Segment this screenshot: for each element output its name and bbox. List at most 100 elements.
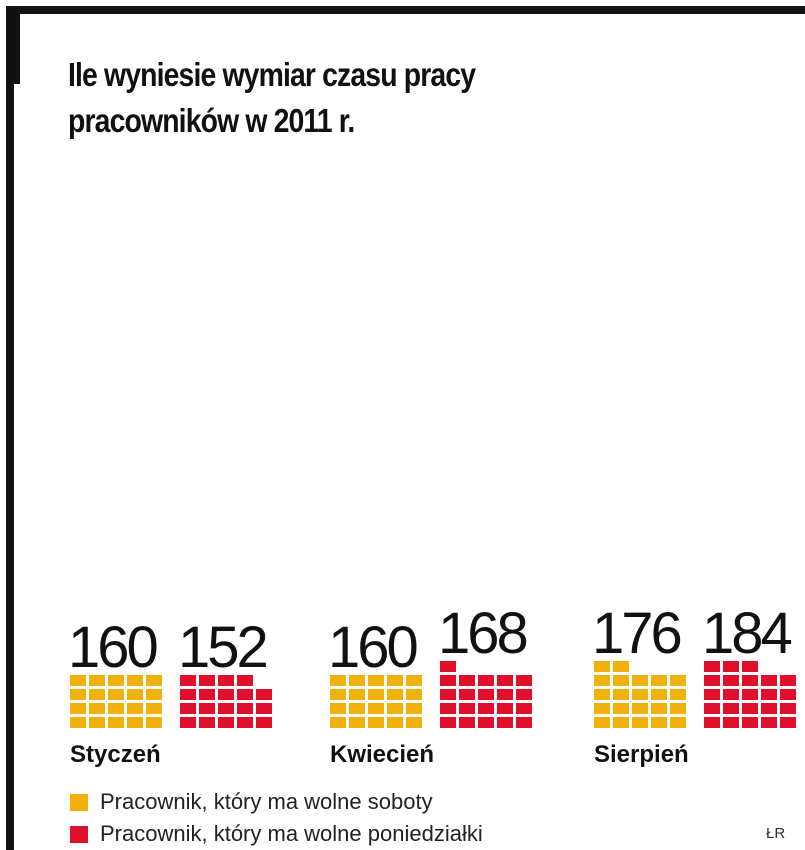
bar-block bbox=[256, 689, 272, 700]
bar-block bbox=[516, 703, 532, 714]
bar-block bbox=[613, 661, 629, 672]
bar-block bbox=[218, 703, 234, 714]
bar-block bbox=[613, 689, 629, 700]
bar-block bbox=[368, 717, 384, 728]
bar-block bbox=[651, 675, 667, 686]
frame-left-bar bbox=[6, 6, 14, 850]
bar-block bbox=[723, 675, 739, 686]
bar-block bbox=[478, 675, 494, 686]
bar-block bbox=[440, 717, 456, 728]
bar-block bbox=[780, 717, 796, 728]
bar-block bbox=[459, 689, 475, 700]
bar-block bbox=[670, 689, 686, 700]
bar-block bbox=[594, 675, 610, 686]
bar-block bbox=[497, 675, 513, 686]
bar-block bbox=[613, 703, 629, 714]
bar-block bbox=[146, 717, 162, 728]
bar-block bbox=[180, 717, 196, 728]
bar-block bbox=[256, 717, 272, 728]
value-label: 160 bbox=[68, 615, 157, 680]
bar-block bbox=[742, 675, 758, 686]
bar-block bbox=[237, 689, 253, 700]
bar-block bbox=[651, 717, 667, 728]
bar-block bbox=[613, 675, 629, 686]
bar-block bbox=[594, 717, 610, 728]
bar-block bbox=[70, 703, 86, 714]
bar-block bbox=[146, 675, 162, 686]
bar-block bbox=[459, 675, 475, 686]
bar-block bbox=[70, 717, 86, 728]
legend-swatch-saturdays bbox=[70, 793, 88, 811]
bar-block bbox=[780, 689, 796, 700]
bar-block bbox=[108, 717, 124, 728]
legend-item-saturdays: Pracownik, który ma wolne soboty bbox=[70, 787, 433, 817]
bar-block bbox=[742, 689, 758, 700]
bar-block bbox=[670, 675, 686, 686]
bar-block bbox=[127, 717, 143, 728]
bar-block bbox=[406, 689, 422, 700]
bar-block bbox=[89, 717, 105, 728]
legend-item-mondays: Pracownik, który ma wolne poniedziałki bbox=[70, 819, 483, 849]
bar-block bbox=[108, 675, 124, 686]
bar-block bbox=[704, 689, 720, 700]
legend-swatch-mondays bbox=[70, 825, 88, 843]
bar-block bbox=[440, 661, 456, 672]
bar-block bbox=[651, 689, 667, 700]
value-label: 176 bbox=[592, 601, 681, 666]
bar-block bbox=[723, 689, 739, 700]
bar-block bbox=[723, 661, 739, 672]
bar-block bbox=[368, 675, 384, 686]
bar-2-1 bbox=[704, 661, 796, 728]
bar-block bbox=[256, 703, 272, 714]
category-label: Styczeń bbox=[70, 741, 161, 768]
bar-block bbox=[108, 689, 124, 700]
bar-block bbox=[632, 717, 648, 728]
bar-block bbox=[704, 675, 720, 686]
bar-block bbox=[387, 717, 403, 728]
bar-block bbox=[406, 675, 422, 686]
bar-block bbox=[478, 689, 494, 700]
bar-block bbox=[218, 689, 234, 700]
bar-block bbox=[704, 703, 720, 714]
bar-block bbox=[180, 703, 196, 714]
bar-0-0 bbox=[70, 675, 162, 728]
bar-block bbox=[368, 703, 384, 714]
bar-block bbox=[516, 717, 532, 728]
bar-block bbox=[594, 689, 610, 700]
bar-block bbox=[180, 675, 196, 686]
bar-block bbox=[330, 703, 346, 714]
bar-block bbox=[723, 703, 739, 714]
legend-label-saturdays: Pracownik, który ma wolne soboty bbox=[100, 789, 433, 814]
bar-block bbox=[742, 717, 758, 728]
bar-block bbox=[478, 717, 494, 728]
bar-block bbox=[761, 717, 777, 728]
bar-block bbox=[330, 717, 346, 728]
category-label: Sierpień bbox=[594, 741, 689, 768]
bar-block bbox=[497, 703, 513, 714]
frame-top-bar bbox=[6, 6, 805, 14]
bar-block bbox=[218, 717, 234, 728]
bar-block bbox=[368, 689, 384, 700]
bar-block bbox=[497, 689, 513, 700]
bar-block bbox=[387, 675, 403, 686]
value-label: 168 bbox=[438, 601, 527, 666]
bar-block bbox=[516, 675, 532, 686]
bar-block bbox=[723, 717, 739, 728]
legend-label-mondays: Pracownik, który ma wolne poniedziałki bbox=[100, 821, 483, 846]
bar-block bbox=[406, 717, 422, 728]
value-label: 184 bbox=[702, 601, 792, 666]
bar-block bbox=[459, 717, 475, 728]
bar-block bbox=[497, 717, 513, 728]
bar-block bbox=[670, 717, 686, 728]
bar-block bbox=[349, 675, 365, 686]
bar-block bbox=[127, 675, 143, 686]
bar-block bbox=[108, 703, 124, 714]
bar-block bbox=[199, 675, 215, 686]
bar-block bbox=[199, 703, 215, 714]
bar-block bbox=[89, 675, 105, 686]
value-label: 160 bbox=[328, 615, 417, 680]
bar-block bbox=[89, 703, 105, 714]
bar-block bbox=[70, 689, 86, 700]
bar-block bbox=[440, 675, 456, 686]
